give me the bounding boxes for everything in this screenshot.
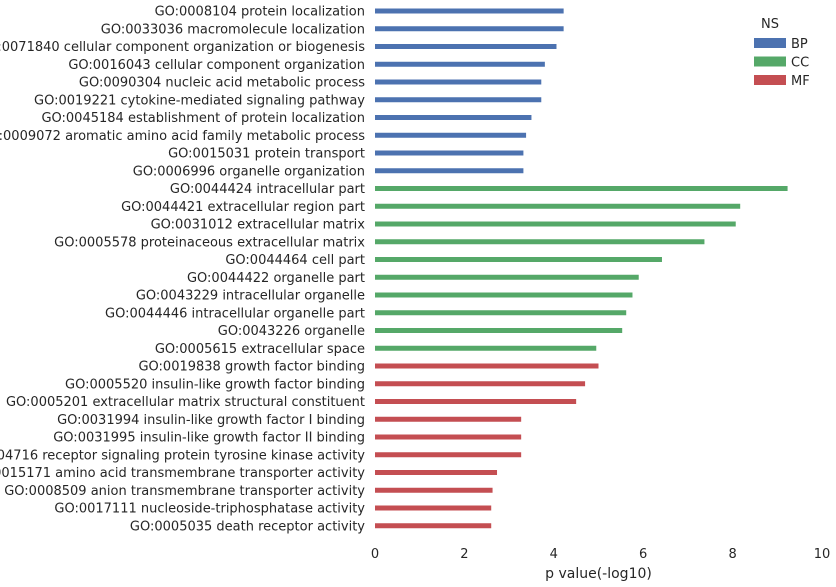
category-label: GO:0006996 organelle organization: [133, 164, 365, 179]
bar: [375, 345, 597, 351]
bar: [375, 26, 564, 32]
category-label: GO:0005035 death receptor activity: [130, 519, 365, 534]
bar: [375, 452, 522, 458]
category-label: GO:0043229 intracellular organelle: [136, 289, 365, 304]
category-label: GO:0015031 protein transport: [168, 147, 365, 162]
bar: [375, 310, 627, 316]
legend-swatch: [754, 75, 786, 85]
category-label: GO:0044424 intracellular part: [170, 182, 365, 197]
bar: [375, 150, 524, 156]
category-label: GO:0015171 amino acid transmembrane tran…: [0, 466, 365, 481]
category-label: GO:0044421 extracellular region part: [121, 200, 365, 215]
bar: [375, 434, 522, 440]
bar: [375, 399, 577, 404]
bar: [375, 44, 557, 49]
legend-entry-label: BP: [791, 37, 808, 52]
legend-swatch: [754, 56, 786, 67]
category-label: GO:0019838 growth factor binding: [138, 360, 365, 375]
x-tick-label: 2: [460, 547, 468, 562]
x-tick-label: 8: [728, 547, 736, 562]
category-label: GO:0044464 cell part: [225, 253, 365, 268]
bar: [375, 61, 545, 67]
legend-title: NS: [761, 17, 779, 32]
bar: [375, 221, 736, 227]
category-label: GO:0016043 cellular component organizati…: [68, 58, 365, 73]
category-label: GO:0071840 cellular component organizati…: [0, 40, 365, 55]
bar: [375, 416, 522, 422]
category-label: GO:0008104 protein localization: [155, 5, 365, 20]
bar: [375, 203, 741, 209]
category-label: GO:0043226 organelle: [218, 324, 365, 339]
x-tick-label: 10: [814, 547, 831, 562]
bar: [375, 487, 493, 493]
category-label: GO:0009072 aromatic amino acid family me…: [0, 129, 365, 144]
category-label: GO:0005615 extracellular space: [155, 342, 365, 357]
category-label: GO:0031012 extracellular matrix: [151, 218, 366, 233]
category-label: GO:0044446 intracellular organelle part: [105, 306, 365, 321]
category-label: GO:0005520 insulin-like growth factor bi…: [65, 377, 365, 392]
bar: [375, 132, 527, 138]
bar: [375, 257, 662, 262]
bar: [375, 186, 788, 191]
bar: [375, 381, 586, 387]
x-axis-label: p value(-log10): [545, 566, 652, 582]
bar: [375, 115, 532, 120]
category-label: GO:0005578 proteinaceous extracellular m…: [54, 235, 365, 250]
bar: [375, 470, 498, 475]
category-label: GO:0090304 nucleic acid metabolic proces…: [79, 76, 365, 91]
category-label: GO:0033036 macromolecule localization: [101, 22, 365, 37]
bar: [375, 328, 623, 333]
x-tick-label: 4: [550, 547, 558, 562]
bar: [375, 292, 633, 298]
legend-entry-label: MF: [791, 74, 810, 89]
bar: [375, 274, 639, 280]
bar: [375, 523, 492, 529]
legend-entry-label: CC: [791, 56, 809, 71]
bar: [375, 79, 542, 85]
bar: [375, 363, 599, 369]
category-label: GO:0031995 insulin-like growth factor II…: [53, 431, 365, 446]
category-label: GO:0031994 insulin-like growth factor I …: [57, 413, 365, 428]
category-label: GO:0017111 nucleoside-triphosphatase act…: [54, 502, 365, 517]
category-label: GO:0045184 establishment of protein loca…: [41, 111, 365, 126]
bar: [375, 239, 705, 245]
category-label: GO:0019221 cytokine-mediated signaling p…: [34, 93, 365, 108]
bar: [375, 8, 564, 14]
bar: [375, 97, 542, 103]
category-label: GO:0005201 extracellular matrix structur…: [6, 395, 365, 410]
category-label: GO:0004716 receptor signaling protein ty…: [0, 448, 365, 463]
x-tick-label: 0: [371, 547, 379, 562]
x-tick-label: 6: [639, 547, 647, 562]
legend-swatch: [754, 38, 786, 48]
bar: [375, 505, 492, 511]
bar: [375, 168, 524, 174]
category-label: GO:0044422 organelle part: [187, 271, 365, 286]
category-label: GO:0008509 anion transmembrane transport…: [4, 484, 365, 499]
